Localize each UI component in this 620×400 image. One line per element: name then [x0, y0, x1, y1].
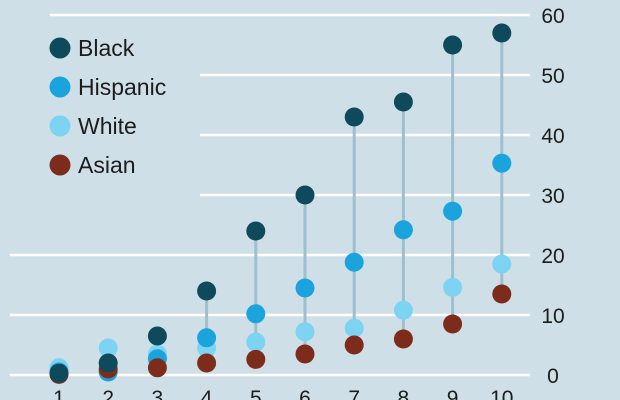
legend-swatch-black: [49, 37, 71, 59]
x-tick-label-7: 7: [348, 387, 360, 400]
x-tick-label-10: 10: [490, 387, 513, 400]
y-tick-label-0: 0: [547, 365, 559, 388]
point-black-4: [197, 281, 217, 301]
point-hispanic-9: [443, 201, 463, 221]
point-asian-9: [443, 314, 463, 334]
point-asian-4: [197, 353, 217, 373]
x-tick-labels: 1 2 3 4 5 6 7 8 9 10: [53, 387, 513, 400]
point-black-3: [147, 326, 167, 346]
x-tick-label-1: 1: [53, 387, 65, 400]
point-black-8: [393, 92, 413, 112]
point-black-5: [246, 221, 266, 241]
x-tick-label-2: 2: [102, 387, 114, 400]
point-white-9: [443, 277, 463, 297]
x-tick-label-4: 4: [201, 387, 213, 400]
point-black-10: [492, 23, 512, 43]
point-black-6: [295, 185, 315, 205]
point-asian-7: [344, 335, 364, 355]
point-white-2: [98, 338, 118, 358]
point-black-2: [98, 353, 118, 373]
legend-label-hispanic: Hispanic: [78, 74, 166, 100]
x-tick-label-9: 9: [447, 387, 459, 400]
point-hispanic-7: [344, 252, 364, 272]
legend-label-white: White: [78, 113, 137, 139]
point-hispanic-10: [492, 153, 512, 173]
x-tick-label-6: 6: [299, 387, 311, 400]
point-white-6: [295, 322, 315, 342]
point-asian-5: [246, 349, 266, 369]
point-hispanic-8: [393, 220, 413, 240]
x-tick-label-3: 3: [152, 387, 164, 400]
y-tick-label-60: 60: [541, 5, 564, 28]
legend-label-asian: Asian: [78, 152, 136, 178]
point-black-7: [344, 107, 364, 127]
x-tick-label-8: 8: [398, 387, 410, 400]
legend-label-black: Black: [78, 35, 135, 61]
point-hispanic-5: [246, 304, 266, 324]
point-asian-3: [147, 358, 167, 378]
x-tick-label-5: 5: [250, 387, 262, 400]
point-white-8: [393, 300, 413, 320]
point-white-7: [344, 318, 364, 338]
point-asian-10: [492, 284, 512, 304]
y-tick-label-50: 50: [541, 65, 564, 88]
y-tick-label-10: 10: [541, 305, 564, 328]
y-tick-label-40: 40: [541, 125, 564, 148]
legend: Black Hispanic White Asian: [49, 35, 166, 178]
legend-swatch-hispanic: [49, 76, 71, 98]
legend-swatch-white: [49, 115, 71, 137]
point-white-10: [492, 254, 512, 274]
point-asian-8: [393, 329, 413, 349]
point-white-5: [246, 332, 266, 352]
y-tick-label-30: 30: [541, 185, 564, 208]
legend-swatch-asian: [49, 154, 71, 176]
data-points: [49, 23, 512, 384]
point-black-1: [49, 363, 69, 383]
y-tick-label-20: 20: [541, 245, 564, 268]
point-hispanic-6: [295, 278, 315, 298]
point-asian-6: [295, 344, 315, 364]
y-tick-labels: 0 10 20 30 40 50 60: [541, 5, 564, 388]
gridlines: [10, 13, 530, 377]
point-black-9: [443, 35, 463, 55]
point-hispanic-4: [197, 328, 217, 348]
